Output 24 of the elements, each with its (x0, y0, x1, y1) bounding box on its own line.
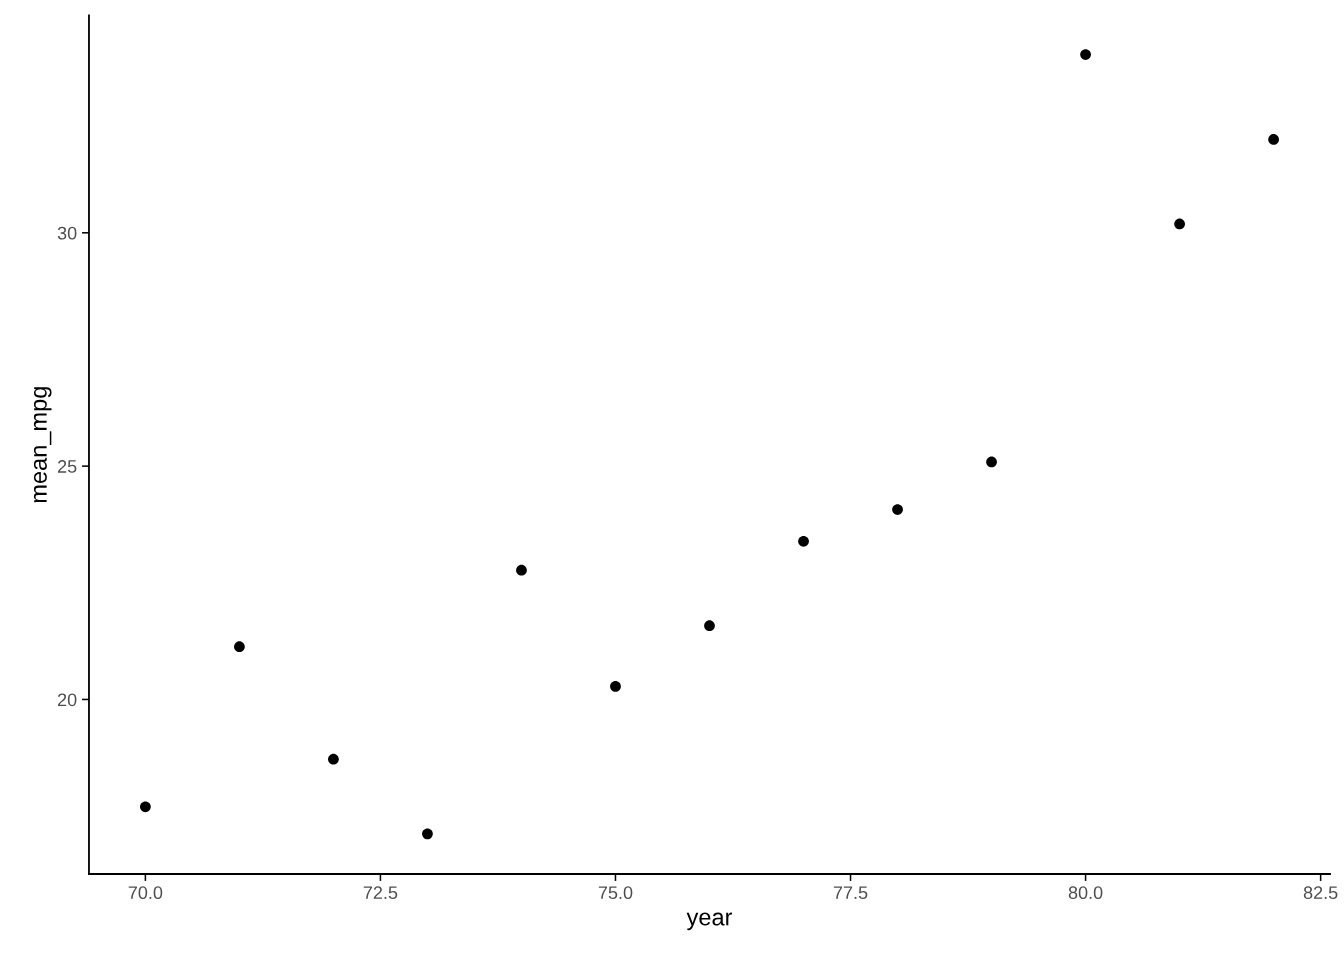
point (328, 753, 339, 765)
point (798, 535, 809, 547)
x-tick-label: 77.5 (833, 886, 868, 900)
point (1268, 134, 1279, 145)
y-tick-label: 30 (57, 226, 77, 240)
point (234, 641, 245, 653)
point (704, 620, 715, 632)
y-tick-label: 20 (57, 693, 77, 707)
point (1174, 218, 1185, 230)
point (610, 681, 621, 692)
x-tick-label: 75.0 (598, 886, 633, 900)
x-tick-label: 72.5 (363, 886, 398, 900)
point (892, 504, 903, 515)
point (140, 801, 151, 813)
y-axis-title: mean_mpg (33, 387, 52, 503)
x-tick-label: 82.5 (1303, 886, 1338, 900)
x-tick-label: 70.0 (128, 886, 163, 900)
x-axis-title: year (686, 912, 733, 931)
point (1080, 49, 1091, 60)
y-tick-label: 25 (57, 460, 77, 473)
point (422, 828, 433, 840)
x-tick-label: 80.0 (1068, 886, 1103, 900)
point (986, 456, 997, 468)
point (516, 564, 527, 576)
